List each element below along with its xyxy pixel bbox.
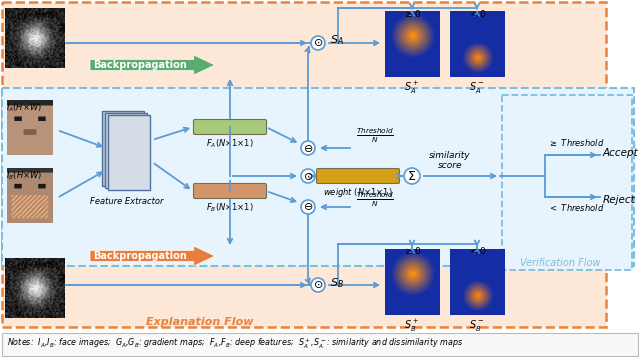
Text: $<$ Threshold: $<$ Threshold: [548, 202, 604, 213]
FancyBboxPatch shape: [193, 184, 266, 198]
Text: $\Sigma$: $\Sigma$: [408, 169, 417, 183]
Text: $G_A(N{\times}H{\times}W)$: $G_A(N{\times}H{\times}W)$: [6, 9, 60, 21]
Text: Reject: Reject: [603, 195, 636, 205]
Text: $\frac{Threshold}{N}$: $\frac{Threshold}{N}$: [356, 191, 394, 209]
Circle shape: [311, 36, 325, 50]
Text: $\geq 0$: $\geq 0$: [403, 8, 421, 19]
Circle shape: [311, 278, 325, 292]
Text: $\geq 0$: $\geq 0$: [403, 245, 421, 256]
FancyBboxPatch shape: [193, 120, 266, 135]
Circle shape: [301, 169, 315, 183]
Bar: [102, 111, 144, 186]
Text: similarity
score: similarity score: [429, 151, 471, 170]
Text: $I_B(H{\times}W)$: $I_B(H{\times}W)$: [6, 169, 42, 182]
Circle shape: [301, 200, 315, 214]
Text: $S_A^-$: $S_A^-$: [469, 80, 484, 95]
Text: $S_A^+$: $S_A^+$: [404, 80, 420, 96]
Text: $\odot$: $\odot$: [313, 280, 323, 290]
Text: Notes:  $I_A$,$I_B$: face images;  $G_A$,$G_B$: gradient maps;  $F_A$,$F_B$: dee: Notes: $I_A$,$I_B$: face images; $G_A$,$…: [7, 337, 463, 351]
Text: $S_B^+$: $S_B^+$: [404, 318, 420, 334]
Text: Backpropagation: Backpropagation: [93, 60, 187, 70]
Text: $S_B^-$: $S_B^-$: [469, 318, 484, 333]
Text: $\odot$: $\odot$: [313, 38, 323, 48]
Text: $< 0$: $< 0$: [468, 245, 486, 256]
Circle shape: [404, 168, 420, 184]
Text: $\ominus$: $\ominus$: [303, 142, 313, 154]
Text: Verification Flow: Verification Flow: [520, 258, 600, 268]
Text: $\frac{Threshold}{N}$: $\frac{Threshold}{N}$: [356, 127, 394, 145]
Text: Backpropagation: Backpropagation: [93, 251, 187, 261]
Bar: [108, 115, 150, 190]
Text: $< 0$: $< 0$: [468, 8, 486, 19]
Text: weight $(N{\times}1{\times}1)$: weight $(N{\times}1{\times}1)$: [323, 186, 393, 199]
Text: Feature Extractor: Feature Extractor: [90, 197, 164, 206]
Text: $S_A$: $S_A$: [330, 33, 344, 47]
Bar: [2, 333, 638, 356]
Text: $\odot$: $\odot$: [303, 170, 313, 182]
Text: $F_A(N{\times}1{\times}1)$: $F_A(N{\times}1{\times}1)$: [206, 137, 254, 150]
Text: $I_A(H{\times}W)$: $I_A(H{\times}W)$: [6, 101, 42, 113]
Text: $S_B$: $S_B$: [330, 276, 344, 290]
Bar: [502, 95, 632, 270]
Polygon shape: [90, 246, 215, 266]
Text: Accept: Accept: [603, 148, 639, 158]
Text: $\ominus$: $\ominus$: [303, 202, 313, 213]
FancyBboxPatch shape: [317, 169, 399, 184]
Text: $F_B(N{\times}1{\times}1)$: $F_B(N{\times}1{\times}1)$: [206, 201, 254, 213]
Text: Explanation Flow: Explanation Flow: [147, 317, 253, 327]
Text: $G_B(N{\times}H{\times}W)$: $G_B(N{\times}H{\times}W)$: [6, 259, 60, 271]
Bar: [105, 113, 147, 188]
Polygon shape: [90, 55, 215, 75]
Bar: [2, 88, 634, 266]
Circle shape: [301, 141, 315, 155]
Text: $\geq$ Threshold: $\geq$ Threshold: [548, 137, 604, 148]
